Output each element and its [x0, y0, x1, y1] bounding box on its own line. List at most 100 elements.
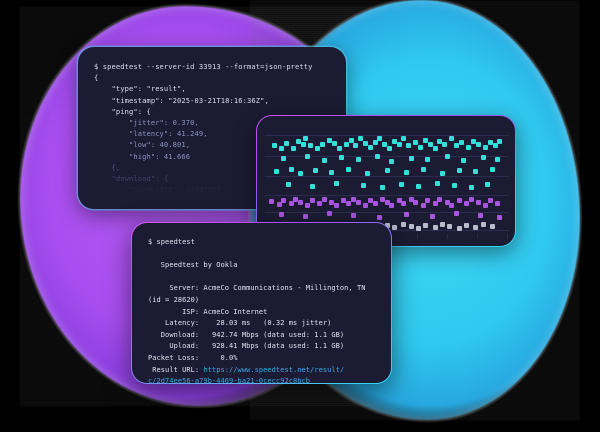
chart-dot-upload: [487, 198, 493, 204]
chart-dot-download: [475, 141, 481, 147]
json-line: "bandwidth": 24097927: [128, 185, 221, 195]
chart-dot-upload: [317, 201, 323, 207]
terminal-summary-body: $ speedtest Speedtest by Ookla Server: A…: [132, 223, 391, 383]
result-url-part1[interactable]: https://www.speedtest.net/result/: [203, 365, 345, 374]
chart-dot-download: [362, 140, 368, 146]
chart-dot-latency: [446, 223, 452, 229]
chart-dot-upload: [432, 201, 438, 207]
json-line: "bytes": 239152592: [128, 196, 208, 206]
chart-dot-download: [367, 145, 373, 151]
chart-dot-upload: [389, 203, 395, 209]
chart-dot-download: [480, 154, 486, 160]
chart-dot-download: [271, 142, 277, 148]
chart-dot-download: [389, 159, 395, 165]
json-line: "high": 41.666: [128, 151, 191, 161]
chart-dot-download: [355, 156, 361, 162]
chart-dot-upload: [298, 200, 304, 206]
chart-dot-upload: [334, 203, 340, 209]
chart-dot-download: [278, 146, 284, 152]
chart-dot-download: [396, 141, 402, 147]
chart-gridline: [265, 212, 509, 214]
chart-tick: [477, 234, 478, 239]
chart-dot-download: [406, 142, 412, 148]
result-url-part2[interactable]: c/2d74ee56-a79b-4469-ba21-0cecc92c8bcb: [148, 377, 311, 384]
chart-dot-download: [391, 138, 397, 144]
chart-dot-download: [425, 156, 431, 162]
chart-dot-download: [358, 136, 364, 142]
chart-dot-upload: [413, 200, 419, 206]
chart-dot-download: [360, 182, 366, 188]
chart-dot-download: [492, 142, 498, 148]
chart-dot-upload: [350, 196, 356, 202]
chart-dot-latency: [391, 225, 397, 231]
chart-dot-download: [485, 181, 491, 187]
chart-dot-upload: [276, 202, 282, 208]
chart-dot-download: [444, 153, 450, 159]
chart-dot-download: [497, 138, 503, 144]
chart-dot-upload: [281, 198, 287, 204]
chart-dot-upload: [449, 203, 455, 209]
chart-dot-upload: [293, 196, 299, 202]
chart-dot-latency: [401, 221, 407, 227]
chart-dot-download: [322, 158, 328, 164]
speedtest-summary-text: $ speedtest Speedtest by Ookla Server: A…: [148, 238, 366, 362]
chart-dot-download: [403, 169, 409, 175]
json-line: "download": {: [111, 174, 169, 184]
result-url-label: Result URL:: [148, 365, 204, 374]
chart-dot-latency: [490, 223, 496, 229]
chart-dot-download: [415, 183, 421, 189]
json-line: $ speedtest --server-id 33913 --format=j…: [94, 62, 313, 71]
chart-dot-download: [310, 183, 316, 189]
chart-dot-download: [487, 139, 493, 145]
chart-tick: [417, 234, 418, 239]
chart-dot-download: [413, 139, 419, 145]
chart-dot-download: [326, 137, 332, 143]
chart-dot-download: [461, 158, 467, 164]
chart-dot-download: [286, 181, 292, 187]
result-url-line[interactable]: Result URL: https://www.speedtest.net/re…: [148, 365, 375, 384]
chart-dot-download: [338, 154, 344, 160]
chart-dot-download: [384, 167, 390, 173]
chart-dot-download: [343, 141, 349, 147]
chart-dot-download: [295, 138, 301, 144]
chart-dot-upload: [322, 196, 328, 202]
chart-dot-latency: [456, 226, 462, 232]
chart-dot-upload: [379, 196, 385, 202]
chart-dot-download: [305, 153, 311, 159]
chart-dot-upload: [468, 196, 474, 202]
chart-dot-download: [307, 142, 313, 148]
json-line: {,: [111, 162, 121, 172]
chart-dot-download: [288, 166, 294, 172]
chart-dot-download: [408, 155, 414, 161]
chart-dot-download: [437, 138, 443, 144]
chart-gridline: [265, 134, 509, 136]
chart-dot-upload: [444, 200, 450, 206]
chart-dot-upload: [305, 203, 311, 209]
chart-dot-latency: [473, 225, 479, 231]
json-line: "low": 40.801,: [128, 140, 191, 150]
chart-dot-upload: [350, 213, 356, 219]
chart-dot-download: [377, 136, 383, 142]
chart-dot-upload: [302, 214, 308, 220]
chart-dot-upload: [367, 198, 373, 204]
chart-dot-upload: [430, 214, 436, 220]
chart-dot-download: [348, 137, 354, 143]
terminal-window-summary[interactable]: $ speedtest Speedtest by Ookla Server: A…: [131, 222, 392, 384]
json-line: "latency": 41.249,: [128, 129, 208, 139]
chart-gridline: [265, 175, 509, 177]
chart-dot-upload: [310, 198, 316, 204]
chart-dot-upload: [346, 201, 352, 207]
chart-dot-download: [473, 168, 479, 174]
chart-dot-upload: [278, 212, 284, 218]
terminal-window-graph[interactable]: [256, 115, 516, 247]
chart-dot-download: [281, 155, 287, 161]
chart-dot-latency: [480, 221, 486, 227]
chart-dot-latency: [432, 225, 438, 231]
chart-gridline: [265, 195, 509, 197]
chart-dot-download: [456, 167, 462, 173]
chart-dot-upload: [454, 210, 460, 216]
chart-dot-latency: [384, 222, 390, 228]
chart-dot-upload: [456, 198, 462, 204]
chart-dot-download: [283, 140, 289, 146]
chart-dot-latency: [408, 223, 414, 229]
